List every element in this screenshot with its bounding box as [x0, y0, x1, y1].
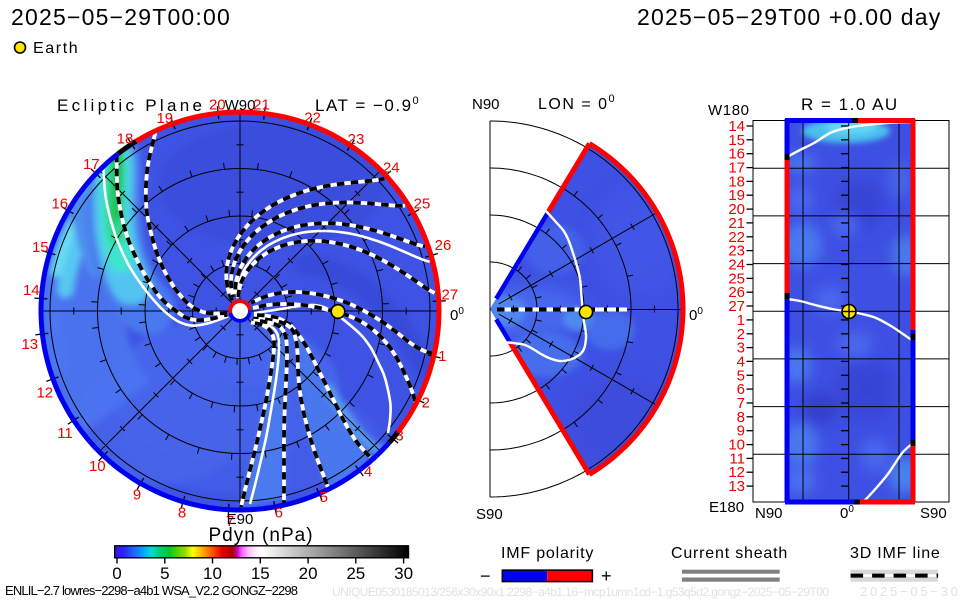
svg-text:16: 16 [728, 146, 745, 163]
svg-text:19: 19 [728, 187, 745, 204]
svg-text:Earth: Earth [33, 40, 79, 57]
svg-text:8: 8 [737, 409, 745, 426]
svg-text:9: 9 [133, 487, 141, 504]
svg-text:10: 10 [89, 458, 106, 475]
svg-text:5: 5 [737, 367, 745, 384]
svg-text:24: 24 [383, 160, 400, 177]
svg-text:18: 18 [728, 173, 745, 190]
svg-text:21: 21 [253, 97, 270, 114]
svg-text:5: 5 [320, 489, 328, 506]
svg-text:8: 8 [178, 505, 186, 522]
svg-text:13: 13 [21, 336, 38, 353]
svg-text:16: 16 [51, 196, 68, 213]
svg-text:25: 25 [346, 564, 365, 583]
svg-text:IMF polarity: IMF polarity [501, 545, 594, 562]
svg-text:14: 14 [23, 282, 40, 299]
svg-text:22: 22 [304, 109, 321, 126]
svg-text:12: 12 [36, 385, 53, 402]
svg-text:3: 3 [395, 427, 403, 444]
svg-text:S90: S90 [476, 506, 503, 523]
svg-text:15: 15 [251, 564, 270, 583]
svg-text:1: 1 [737, 312, 745, 329]
svg-text:13: 13 [728, 478, 745, 495]
svg-text:Current sheath: Current sheath [671, 545, 788, 562]
svg-text:E180: E180 [709, 499, 744, 516]
svg-text:7: 7 [226, 513, 234, 530]
svg-text:Ecliptic Plane: Ecliptic Plane [57, 96, 205, 115]
svg-text:4: 4 [737, 353, 745, 370]
svg-text:20: 20 [209, 97, 226, 114]
svg-text:15: 15 [32, 239, 49, 256]
svg-text:ENLIL−2.7 lowres−2298−a4b1 WSA: ENLIL−2.7 lowres−2298−a4b1 WSA_V2.2 GONG… [5, 583, 298, 598]
svg-text:11: 11 [57, 425, 73, 442]
svg-text:21: 21 [728, 215, 745, 232]
svg-text:4: 4 [364, 463, 372, 480]
svg-text:3: 3 [737, 340, 745, 357]
svg-text:22: 22 [728, 229, 745, 246]
svg-text:+: + [601, 566, 612, 586]
svg-text:15: 15 [728, 132, 745, 149]
svg-text:6: 6 [737, 381, 745, 398]
svg-text:10: 10 [728, 437, 745, 454]
svg-text:26: 26 [728, 284, 745, 301]
svg-text:24: 24 [728, 257, 745, 274]
svg-text:11: 11 [729, 450, 745, 467]
svg-text:10: 10 [203, 564, 222, 583]
svg-text:S90: S90 [920, 505, 947, 522]
svg-text:LON = 00: LON = 00 [538, 93, 616, 113]
svg-text:3D IMF line: 3D IMF line [850, 545, 941, 562]
svg-text:17: 17 [728, 160, 745, 177]
svg-text:R = 1.0 AU: R = 1.0 AU [801, 95, 899, 114]
svg-text:26: 26 [435, 237, 452, 254]
svg-text:30: 30 [394, 564, 413, 583]
svg-text:2025−05−29T00 +0.00 day: 2025−05−29T00 +0.00 day [637, 4, 942, 30]
svg-text:14: 14 [728, 118, 745, 135]
svg-text:25: 25 [414, 196, 431, 213]
svg-text:2025−05−29T00:00: 2025−05−29T00:00 [11, 4, 231, 30]
svg-text:2: 2 [737, 326, 745, 343]
svg-text:2: 2 [422, 394, 430, 411]
svg-text:25: 25 [728, 270, 745, 287]
svg-text:18: 18 [117, 130, 134, 147]
svg-text:0: 0 [112, 564, 121, 583]
svg-text:5: 5 [160, 564, 169, 583]
svg-text:7: 7 [737, 395, 745, 412]
svg-text:E90: E90 [227, 511, 254, 528]
svg-text:N90: N90 [755, 505, 783, 522]
svg-text:17: 17 [83, 156, 100, 173]
svg-text:1: 1 [438, 348, 446, 365]
svg-text:23: 23 [348, 131, 365, 148]
svg-text:12: 12 [728, 464, 745, 481]
svg-text:20: 20 [299, 564, 318, 583]
svg-text:27: 27 [728, 298, 745, 315]
svg-text:N90: N90 [472, 96, 500, 113]
svg-text:LAT = −0.90: LAT = −0.90 [315, 95, 420, 115]
svg-text:Pdyn (nPa): Pdyn (nPa) [208, 525, 313, 546]
svg-text:−: − [480, 566, 491, 586]
svg-text:9: 9 [737, 423, 745, 440]
svg-text:W90: W90 [225, 97, 256, 114]
svg-text:W180: W180 [708, 102, 750, 119]
svg-text:6: 6 [275, 505, 283, 522]
svg-text:27: 27 [441, 286, 458, 303]
svg-text:UNIQUE0530185013/256x30x90x1.2: UNIQUE0530185013/256x30x90x1.2298−a4b1.1… [332, 585, 829, 599]
svg-text:23: 23 [728, 243, 745, 260]
svg-text:20: 20 [728, 201, 745, 218]
svg-text:19: 19 [156, 110, 173, 127]
